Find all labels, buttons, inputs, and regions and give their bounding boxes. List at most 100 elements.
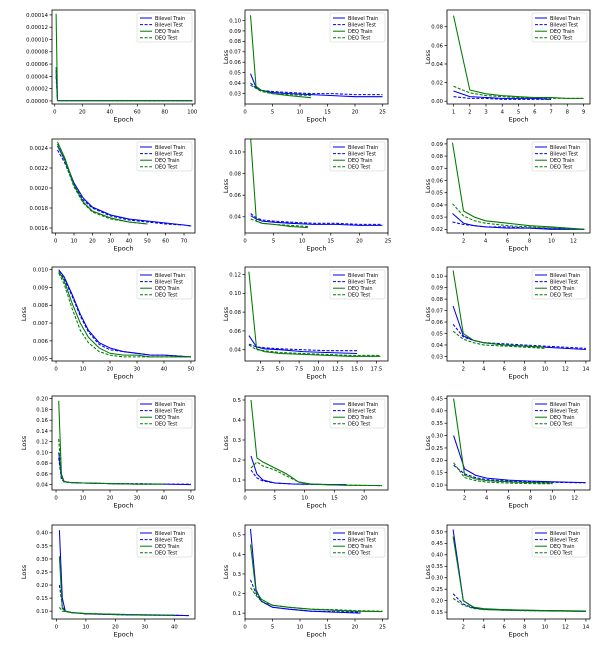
y-tick-label: 0.1 <box>233 611 241 617</box>
x-tick-label: 4 <box>482 625 486 631</box>
x-tick-label: 17.5 <box>371 367 383 373</box>
series-line-deq-train <box>452 15 584 99</box>
x-tick-label: 25 <box>379 625 386 631</box>
y-tick-label: 0.08 <box>431 154 443 160</box>
x-tick-label: 10 <box>549 496 556 502</box>
x-tick-label: 0 <box>243 496 247 502</box>
y-tick-label: 0.20 <box>36 397 48 403</box>
y-axis-label: Loss <box>222 564 230 579</box>
x-axis-label: Epoch <box>509 116 529 124</box>
x-tick-label: 5.0 <box>276 367 285 373</box>
y-tick-label: 0.10 <box>36 450 48 456</box>
legend-label: DEQ Test <box>348 551 370 557</box>
y-axis-label: Loss <box>222 49 230 64</box>
legend-label: DEQ Train <box>155 415 180 421</box>
legend-box <box>329 527 386 558</box>
x-tick-label: 8 <box>528 239 532 245</box>
x-axis-label: Epoch <box>509 631 529 639</box>
y-tick-label: 0.010 <box>33 268 49 274</box>
x-tick-label: 50 <box>188 367 195 373</box>
y-tick-label: 0.009 <box>33 285 48 291</box>
legend-label: Bilevel Test <box>155 279 183 285</box>
y-tick-label: 0.07 <box>431 308 443 314</box>
y-tick-label: 0.09 <box>431 286 443 292</box>
legend-label: DEQ Train <box>550 286 575 292</box>
legend-label: DEQ Test <box>550 165 572 171</box>
series-line-deq-train <box>250 139 308 229</box>
x-tick-label: 20 <box>89 239 96 245</box>
legend-box <box>531 141 588 172</box>
y-tick-label: 0.15 <box>431 610 443 616</box>
x-tick-label: 10 <box>542 367 549 373</box>
y-tick-label: 0.12 <box>36 440 48 446</box>
x-tick-label: 9 <box>582 110 585 116</box>
series-line-deq-test <box>250 461 383 487</box>
x-tick-label: 4 <box>485 496 489 502</box>
x-tick-label: 40 <box>126 239 133 245</box>
series-line-bilevel-test <box>452 593 586 612</box>
legend-label: DEQ Test <box>550 422 572 428</box>
subplot-7: 0 10 20 30 40 50 0.005 0.006 0.007 0.008 0.009 0.01… <box>20 266 196 381</box>
legend-label: Bilevel Test <box>348 537 376 543</box>
series-line-deq-test <box>453 85 584 99</box>
y-tick-label: 0.05 <box>431 331 443 337</box>
legend-label: Bilevel Test <box>155 408 183 414</box>
series-line-deq-test <box>452 597 586 612</box>
y-tick-label: 0.04 <box>431 62 443 68</box>
series-line-bilevel-test <box>58 457 191 485</box>
y-tick-label: 0.03 <box>431 354 443 360</box>
x-tick-label: 0 <box>55 625 59 631</box>
x-axis-label: Epoch <box>307 631 327 639</box>
y-tick-label: 0.00000 <box>26 99 49 105</box>
x-tick-label: 10 <box>542 625 549 631</box>
series-line-bilevel-test <box>248 343 358 352</box>
legend-label: DEQ Test <box>550 293 572 299</box>
x-tick-label: 20 <box>352 110 359 116</box>
y-tick-label: 0.3 <box>233 572 241 578</box>
legend-label: DEQ Test <box>155 293 177 299</box>
y-tick-label: 0.15 <box>36 596 48 602</box>
x-tick-label: 6 <box>533 110 537 116</box>
y-tick-label: 0.08 <box>229 310 241 316</box>
x-tick-label: 2 <box>462 239 465 245</box>
legend-box <box>136 398 193 429</box>
legend-label: Bilevel Train <box>155 145 185 151</box>
series-line-deq-test <box>452 330 546 349</box>
legend-label: DEQ Train <box>348 158 373 164</box>
x-tick-label: 0 <box>243 239 247 245</box>
legend-label: DEQ Train <box>550 158 575 164</box>
x-tick-label: 10.0 <box>313 367 325 373</box>
y-tick-label: 0.20 <box>36 583 48 589</box>
y-tick-label: 0.4 <box>233 418 242 424</box>
series-line-deq-test <box>58 438 164 485</box>
y-tick-label: 0.05 <box>431 191 443 197</box>
x-tick-label: 12 <box>562 625 569 631</box>
x-tick-label: 10 <box>83 625 90 631</box>
x-axis-label: Epoch <box>114 373 134 381</box>
legend-label: Bilevel Train <box>550 273 580 279</box>
y-tick-label: 0.35 <box>431 421 443 427</box>
y-tick-label: 0.30 <box>431 576 443 582</box>
series-line-deq-test <box>250 218 308 228</box>
y-axis-label: Loss <box>20 306 28 321</box>
series-line-bilevel-test <box>250 82 383 96</box>
y-tick-label: 0.0022 <box>29 166 48 172</box>
legend-box <box>329 398 386 429</box>
subplot-4: 0 10 20 30 40 50 60 70 0.0016 0.0018 0.0020 0.0022 0… <box>29 138 196 253</box>
legend-box <box>531 527 588 558</box>
y-tick-label: 0.30 <box>36 557 48 563</box>
x-tick-label: 5 <box>271 110 274 116</box>
legend-label: Bilevel Train <box>348 145 378 151</box>
x-tick-label: 60 <box>162 239 169 245</box>
y-axis-label: Loss <box>222 178 230 193</box>
legend-label: Bilevel Train <box>550 145 580 151</box>
y-tick-label: 0.00004 <box>26 74 49 80</box>
y-tick-label: 0.12 <box>229 272 241 278</box>
x-tick-label: 14 <box>583 625 590 631</box>
legend-label: DEQ Train <box>348 544 373 550</box>
x-axis-label: Epoch <box>114 502 134 510</box>
y-tick-label: 0.00014 <box>26 13 49 19</box>
x-tick-label: 6 <box>506 239 510 245</box>
legend-box <box>136 269 193 300</box>
subplot-2: 0 5 10 15 20 25 0.03 0.04 0.05 0.06 0.07 0.08 0.09 0.… <box>222 9 389 124</box>
